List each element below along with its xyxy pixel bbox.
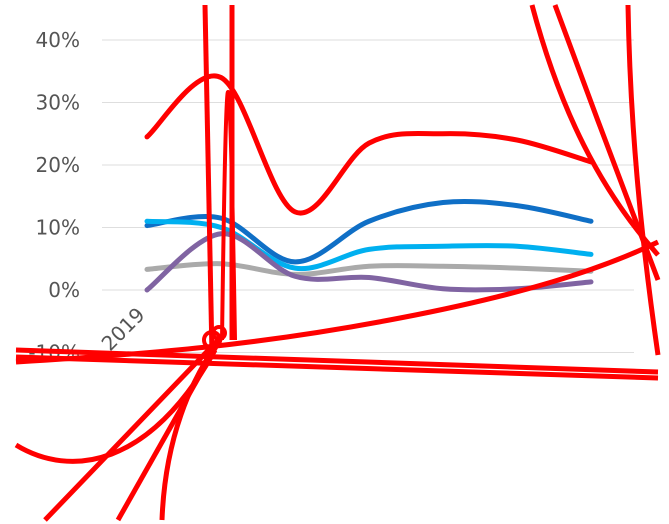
series-line-5 bbox=[144, 231, 594, 293]
y-axis-ticks: -10%0%10%20%30%40% bbox=[28, 28, 80, 365]
series-line-2 bbox=[144, 198, 594, 265]
ink-stroke bbox=[15, 354, 659, 381]
series-line-3 bbox=[144, 218, 594, 272]
ink-stroke bbox=[202, 4, 215, 356]
ink-stroke bbox=[220, 90, 237, 341]
red-ink-annotations bbox=[14, 4, 661, 522]
series-line-4 bbox=[144, 261, 594, 277]
y-tick-label: 40% bbox=[36, 28, 80, 52]
series-line-1 bbox=[144, 73, 594, 216]
ink-stroke bbox=[15, 239, 660, 365]
series-lines bbox=[144, 73, 594, 293]
ink-stroke bbox=[43, 336, 222, 522]
y-tick-label: 30% bbox=[36, 91, 80, 115]
ink-stroke bbox=[625, 4, 661, 356]
ink-stroke bbox=[159, 338, 223, 521]
ink-stroke bbox=[211, 325, 227, 341]
y-tick-label: 0% bbox=[48, 278, 80, 302]
y-tick-label: 20% bbox=[36, 153, 80, 177]
y-tick-label: 10% bbox=[36, 216, 80, 240]
gridlines bbox=[102, 39, 634, 353]
x-tick-label: 2019 bbox=[97, 303, 150, 356]
x-axis-ticks: 2019 bbox=[97, 303, 150, 356]
